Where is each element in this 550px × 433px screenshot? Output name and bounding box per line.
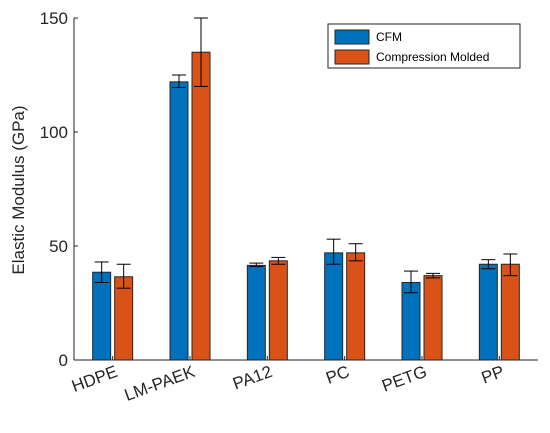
x-tick-label-lm-paek: LM-PAEK (122, 362, 198, 405)
x-tick-label-pa12: PA12 (230, 362, 274, 394)
bar-compression-molded-pc (346, 252, 366, 361)
legend-label-cfm: CFM (376, 30, 402, 44)
y-tick-label-0: 0 (59, 351, 68, 370)
bar-compression-molded-pp (500, 263, 520, 361)
legend-label-compression-molded: Compression Molded (376, 50, 489, 64)
x-tick-label-petg: PETG (379, 362, 429, 396)
bar-compression-molded-pa12 (268, 260, 288, 361)
bar-cfm-lm-paek (169, 81, 189, 361)
y-axis-title-group: Elastic Modulus (GPa) (9, 105, 28, 274)
bar-cfm-pc (324, 252, 344, 361)
y-tick-label-150: 150 (40, 9, 68, 28)
y-axis-title: Elastic Modulus (GPa) (9, 105, 28, 274)
bar-cfm-petg (401, 281, 421, 361)
x-tick-label-hdpe: HDPE (69, 362, 120, 396)
bar-cfm-hdpe (92, 271, 112, 361)
plot-area: HDPE LM-PAEK PA12 PC PETG PP 0 50 100 150 (40, 9, 538, 405)
y-tick-label-50: 50 (49, 237, 68, 256)
x-tick-label-pc: PC (323, 362, 352, 388)
bar-compression-molded-petg (423, 275, 443, 361)
bar-compression-molded-hdpe (114, 276, 134, 361)
bar-cfm-pa12 (246, 264, 266, 361)
bar-compression-molded-lm-paek (191, 51, 211, 361)
x-tick-label-pp: PP (479, 362, 507, 388)
legend: CFM Compression Molded (327, 23, 521, 69)
legend-swatch-cfm (334, 29, 370, 45)
bar-cfm-pp (478, 263, 498, 361)
legend-swatch-compression-molded (334, 49, 370, 65)
y-tick-label-100: 100 (40, 123, 68, 142)
